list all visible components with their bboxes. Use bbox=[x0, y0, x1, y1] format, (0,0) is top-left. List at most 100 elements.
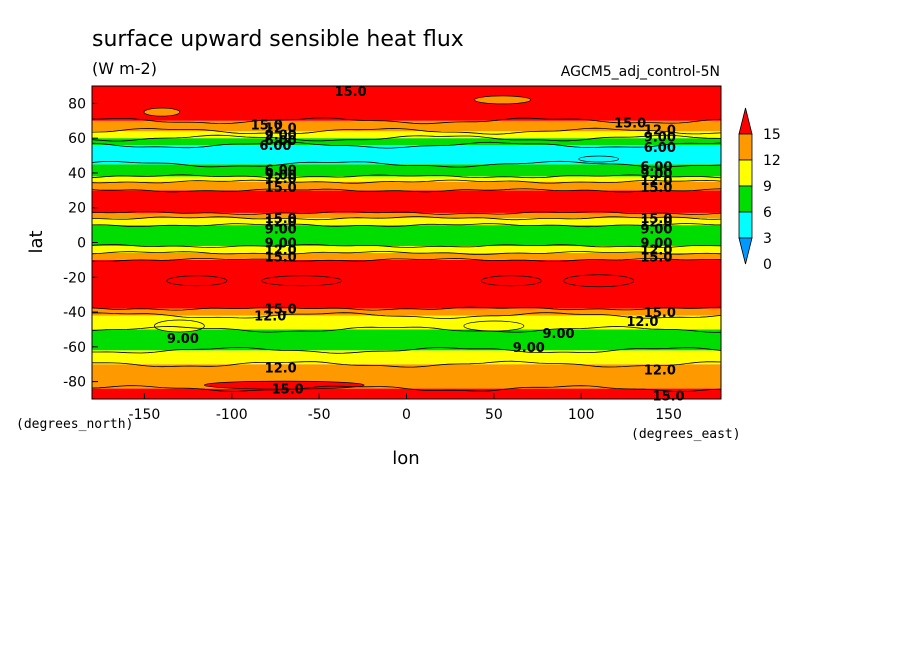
x-tick-label: 50 bbox=[485, 407, 503, 423]
contour-label: 6.00 bbox=[640, 160, 672, 175]
contour-line bbox=[92, 346, 722, 354]
contour-band bbox=[92, 145, 721, 165]
contour-label: 15.0 bbox=[644, 306, 676, 321]
y-tick-label: 0 bbox=[77, 236, 86, 252]
colorbar-legend: 15 12 9 6 3 0 bbox=[738, 107, 781, 273]
contour-label: 12.0 bbox=[640, 243, 672, 258]
x-tick-label: -150 bbox=[129, 407, 161, 423]
contour-label: 15.0 bbox=[640, 212, 672, 227]
contour-band bbox=[92, 131, 721, 139]
contour-line bbox=[91, 306, 722, 311]
contour-band bbox=[92, 138, 721, 146]
contour-label: 15.0 bbox=[272, 383, 304, 398]
contour-label: 9.00 bbox=[644, 130, 676, 145]
x-tick-label: 100 bbox=[568, 407, 595, 423]
contour-label: 6.00 bbox=[265, 163, 297, 178]
contour-label: 9.00 bbox=[167, 332, 199, 347]
contour-island bbox=[143, 107, 181, 117]
contour-label: 12.0 bbox=[265, 122, 297, 137]
colorbar-level-label: 15 bbox=[763, 127, 781, 143]
contour-label: 15.0 bbox=[265, 212, 297, 227]
y-axis-label: lat bbox=[26, 230, 47, 253]
contour-label: 15.0 bbox=[265, 303, 297, 318]
contour-line bbox=[91, 251, 722, 255]
contour-band bbox=[92, 225, 721, 246]
contour-label: 9.00 bbox=[640, 237, 672, 252]
contour-label: 12.0 bbox=[265, 362, 297, 377]
contour-island bbox=[166, 275, 228, 287]
contour-band bbox=[92, 86, 721, 121]
colorbar-arrow-bottom bbox=[738, 237, 753, 265]
contour-line bbox=[92, 117, 722, 125]
contour-label: 12.0 bbox=[265, 243, 297, 258]
contour-label: 6.00 bbox=[644, 141, 676, 156]
colorbar-level-label: 6 bbox=[763, 205, 772, 221]
contour-label: 15.0 bbox=[265, 250, 297, 265]
contour-label: 15.0 bbox=[640, 181, 672, 196]
contour-blobs bbox=[143, 95, 635, 390]
colorbar-level-label: 3 bbox=[763, 231, 772, 247]
contour-label: 12.0 bbox=[644, 363, 676, 378]
contour-band bbox=[92, 315, 721, 330]
contour-island bbox=[563, 274, 635, 288]
contour-line bbox=[91, 127, 722, 135]
contour-label: 9.00 bbox=[265, 223, 297, 238]
contour-line bbox=[91, 210, 722, 215]
contour-band bbox=[92, 164, 721, 177]
contour-label: 12.0 bbox=[626, 315, 658, 330]
y-tick-label: -60 bbox=[63, 340, 86, 356]
contour-label: 9.00 bbox=[265, 237, 297, 252]
contour-line bbox=[91, 134, 722, 142]
contour-band bbox=[92, 259, 721, 309]
contour-band bbox=[92, 218, 721, 226]
x-tick-label: 150 bbox=[655, 407, 682, 423]
colorbar-level-label: 0 bbox=[763, 257, 772, 273]
contour-label: 12.0 bbox=[265, 216, 297, 231]
x-axis: -150 -100 -50 0 50 100 150 bbox=[129, 393, 682, 423]
contour-line bbox=[91, 174, 722, 179]
contour-line bbox=[91, 160, 722, 168]
contour-line bbox=[91, 179, 722, 184]
contour-label: 6.00 bbox=[259, 139, 291, 154]
contour-island bbox=[463, 320, 525, 332]
contour-label: 9.00 bbox=[640, 167, 672, 182]
y-tick-label: -80 bbox=[63, 375, 86, 391]
contour-line bbox=[91, 188, 722, 193]
contour-line bbox=[92, 216, 722, 221]
contour-band bbox=[92, 176, 721, 182]
contour-island bbox=[480, 275, 542, 287]
contour-band bbox=[92, 350, 721, 365]
contour-label: 9.00 bbox=[640, 223, 672, 238]
contour-band bbox=[92, 190, 721, 213]
contour-label: 12.0 bbox=[640, 216, 672, 231]
contour-label: 15.0 bbox=[251, 118, 283, 133]
x-axis-label: lon bbox=[392, 448, 419, 469]
contour-label: 15.0 bbox=[640, 250, 672, 265]
filled-contour-bands bbox=[92, 86, 721, 399]
contour-line bbox=[91, 312, 722, 319]
plot-area: 15.015.012.09.006.006.0015.012.09.006.00… bbox=[91, 85, 722, 405]
contour-island bbox=[154, 319, 205, 333]
y-tick-label: 60 bbox=[68, 131, 86, 147]
contour-line bbox=[91, 385, 722, 393]
contour-island bbox=[203, 380, 365, 390]
contour-label: 15.0 bbox=[614, 117, 646, 132]
contour-label: 9.00 bbox=[265, 129, 297, 144]
x-unit-label: (degrees_east) bbox=[631, 427, 741, 442]
y-tick-label: 40 bbox=[68, 166, 86, 182]
colorbar-segment bbox=[738, 133, 753, 161]
contour-band bbox=[92, 120, 721, 132]
y-tick-label: 80 bbox=[68, 96, 86, 112]
contour-band bbox=[92, 329, 721, 351]
contour-island bbox=[474, 95, 531, 105]
contour-label: 12.0 bbox=[644, 123, 676, 138]
contour-island bbox=[261, 275, 343, 287]
colorbar-segment bbox=[738, 211, 753, 239]
contour-band bbox=[92, 181, 721, 191]
y-tick-label: 20 bbox=[68, 201, 86, 217]
contour-labels: 15.015.012.09.006.006.0015.012.09.006.00… bbox=[167, 85, 685, 404]
contour-band bbox=[92, 364, 721, 389]
run-label: AGCM5_adj_control-5N bbox=[561, 64, 720, 80]
y-axis: -80 -60 -40 -20 0 20 40 60 80 bbox=[63, 96, 98, 391]
